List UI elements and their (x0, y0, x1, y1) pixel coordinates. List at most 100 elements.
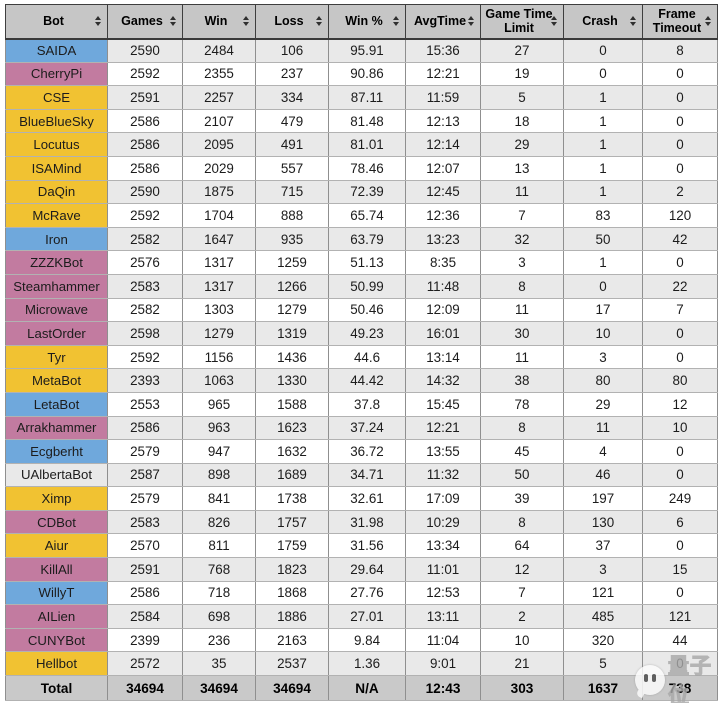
column-header-crash[interactable]: Crash (563, 4, 643, 40)
cell-loss: 106 (255, 38, 329, 63)
column-header-avg_time[interactable]: AvgTime (405, 4, 481, 40)
cell-crash: 80 (563, 368, 643, 393)
bot-name-cell: KillAll (5, 557, 108, 582)
cell-crash: 0 (563, 273, 643, 299)
cell-win_pct: 27.76 (328, 580, 406, 606)
column-header-loss[interactable]: Loss (255, 4, 329, 40)
cell-frame_timeout: 0 (642, 439, 718, 464)
column-header-label: AvgTime (413, 14, 467, 29)
cell-win: 35 (182, 651, 256, 677)
cell-frame_timeout: 42 (642, 226, 718, 252)
sort-down-arrow (551, 22, 557, 27)
column-header-label: Games (121, 14, 163, 29)
column-header-games[interactable]: Games (107, 4, 183, 40)
sort-up-arrow (630, 16, 636, 21)
table-row: SAIDA 2590 2484 106 95.91 15:36 27 0 8 (5, 38, 718, 63)
cell-win: 2095 (182, 132, 256, 157)
table-row: DaQin 2590 1875 715 72.39 12:45 11 1 2 (5, 179, 718, 205)
cell-crash: 3 (563, 557, 643, 582)
cell-games: 2590 (107, 179, 183, 205)
cell-games: 2586 (107, 155, 183, 181)
cell-crash: 197 (563, 486, 643, 511)
cell-avg_time: 11:48 (405, 273, 481, 299)
cell-frame_timeout: 0 (642, 321, 718, 346)
cell-frame_timeout: 2 (642, 179, 718, 205)
bot-name-cell: LetaBot (5, 391, 108, 417)
total-cell-game_time_limit: 303 (480, 675, 564, 702)
cell-crash: 1 (563, 108, 643, 134)
cell-games: 2587 (107, 462, 183, 488)
cell-games: 2579 (107, 486, 183, 511)
column-header-label: Crash (582, 14, 618, 29)
table-row: CDBot 2583 826 1757 31.98 10:29 8 130 6 (5, 509, 718, 535)
bot-name-cell: Locutus (5, 132, 108, 157)
cell-avg_time: 14:32 (405, 368, 481, 393)
cell-loss: 935 (255, 226, 329, 252)
table-row: CSE 2591 2257 334 87.11 11:59 5 1 0 (5, 85, 718, 110)
cell-avg_time: 12:53 (405, 580, 481, 606)
cell-game_time_limit: 8 (480, 509, 564, 535)
total-label-cell: Total (5, 675, 108, 702)
cell-win_pct: 34.71 (328, 462, 406, 488)
column-header-label: Bot (43, 14, 64, 29)
cell-crash: 37 (563, 533, 643, 559)
cell-games: 2579 (107, 439, 183, 464)
cell-win_pct: 50.46 (328, 297, 406, 323)
cell-avg_time: 12:13 (405, 108, 481, 134)
cell-crash: 320 (563, 627, 643, 653)
cell-win: 898 (182, 462, 256, 488)
sort-up-arrow (393, 16, 399, 21)
table-row: ZZZKBot 2576 1317 1259 51.13 8:35 3 1 0 (5, 250, 718, 275)
sort-down-arrow (468, 22, 474, 27)
cell-win: 826 (182, 509, 256, 535)
cell-win_pct: 31.56 (328, 533, 406, 559)
cell-frame_timeout: 6 (642, 509, 718, 535)
table-row: CherryPi 2592 2355 237 90.86 12:21 19 0 0 (5, 61, 718, 87)
cell-game_time_limit: 64 (480, 533, 564, 559)
table-row: Tyr 2592 1156 1436 44.6 13:14 11 3 0 (5, 344, 718, 370)
bot-name-cell: Tyr (5, 344, 108, 370)
sort-up-arrow (468, 16, 474, 21)
cell-games: 2393 (107, 368, 183, 393)
cell-loss: 334 (255, 85, 329, 110)
cell-frame_timeout: 120 (642, 203, 718, 228)
column-header-frame_timeout[interactable]: Frame Timeout (642, 4, 718, 40)
cell-crash: 1 (563, 250, 643, 275)
bot-name-cell: AILien (5, 604, 108, 629)
cell-avg_time: 12:09 (405, 297, 481, 323)
bot-name-cell: Iron (5, 226, 108, 252)
sort-down-arrow (630, 22, 636, 27)
cell-win: 236 (182, 627, 256, 653)
cell-loss: 1266 (255, 273, 329, 299)
cell-games: 2576 (107, 250, 183, 275)
cell-loss: 1738 (255, 486, 329, 511)
cell-frame_timeout: 0 (642, 250, 718, 275)
column-header-win[interactable]: Win (182, 4, 256, 40)
table-row: Aiur 2570 811 1759 31.56 13:34 64 37 0 (5, 533, 718, 559)
cell-game_time_limit: 11 (480, 344, 564, 370)
cell-win: 965 (182, 391, 256, 417)
cell-loss: 1259 (255, 250, 329, 275)
cell-win_pct: 63.79 (328, 226, 406, 252)
cell-loss: 1823 (255, 557, 329, 582)
column-header-bot[interactable]: Bot (5, 4, 108, 40)
table-row: UAlbertaBot 2587 898 1689 34.71 11:32 50 46 0 (5, 462, 718, 488)
cell-game_time_limit: 45 (480, 439, 564, 464)
column-header-win_pct[interactable]: Win % (328, 4, 406, 40)
bot-name-cell: CDBot (5, 509, 108, 535)
cell-crash: 1 (563, 85, 643, 110)
cell-avg_time: 11:04 (405, 627, 481, 653)
column-header-game_time_limit[interactable]: Game Time Limit (480, 4, 564, 40)
cell-crash: 1 (563, 179, 643, 205)
cell-crash: 17 (563, 297, 643, 323)
cell-frame_timeout: 0 (642, 533, 718, 559)
total-cell-frame_timeout: 738 (642, 675, 718, 702)
sort-icon (705, 16, 711, 27)
cell-games: 2399 (107, 627, 183, 653)
table-row: Arrakhammer 2586 963 1623 37.24 12:21 8 11 10 (5, 415, 718, 441)
cell-games: 2584 (107, 604, 183, 629)
cell-win_pct: 27.01 (328, 604, 406, 629)
cell-avg_time: 11:59 (405, 85, 481, 110)
cell-frame_timeout: 249 (642, 486, 718, 511)
bot-name-cell: Ecgberht (5, 439, 108, 464)
